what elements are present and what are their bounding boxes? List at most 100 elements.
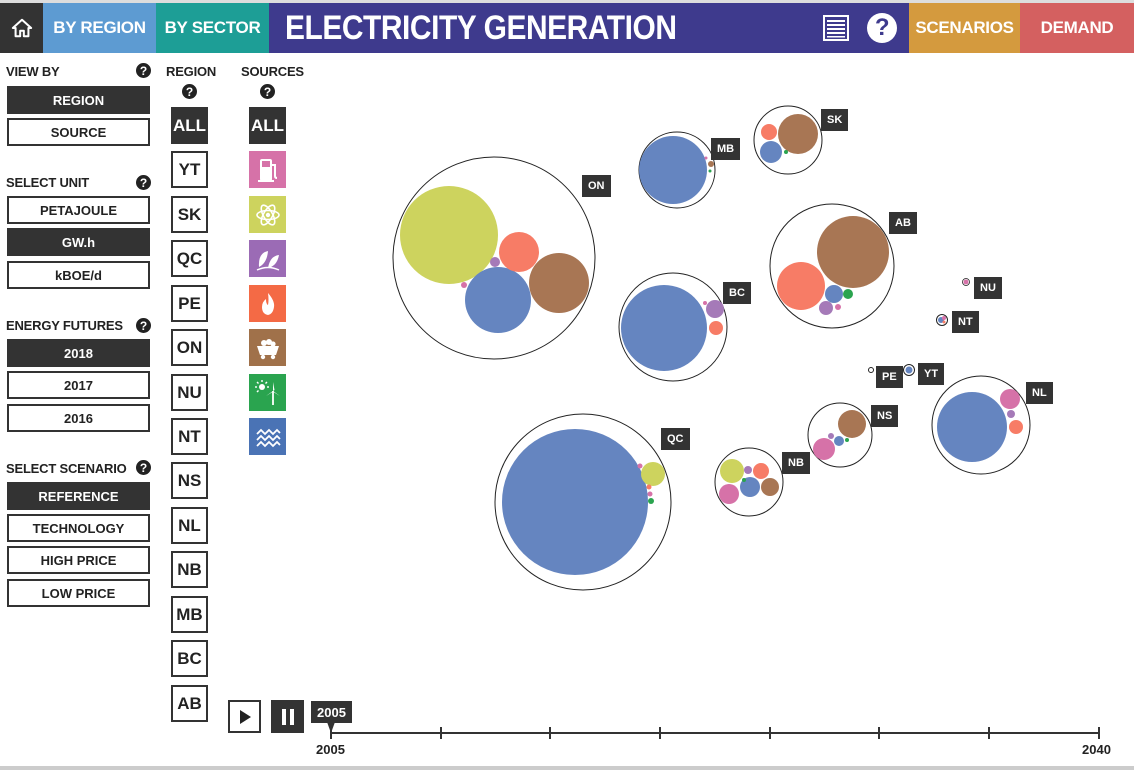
region-bubble-nb[interactable]	[714, 447, 784, 517]
region-bubble-ab[interactable]	[769, 203, 895, 329]
bubble-hydro	[502, 429, 648, 575]
play-button[interactable]	[228, 700, 261, 733]
scenario-reference-option[interactable]: REFERENCE	[7, 482, 150, 510]
menu-icon[interactable]	[823, 15, 849, 41]
demand-button[interactable]: DEMAND	[1020, 3, 1134, 53]
by-sector-button[interactable]: BY SECTOR	[156, 3, 269, 53]
page-title: ELECTRICITY GENERATION	[285, 8, 677, 47]
region-bubble-yt[interactable]	[903, 364, 915, 376]
view-by-help-icon[interactable]: ?	[136, 63, 151, 78]
source-gas-button[interactable]	[249, 285, 286, 322]
bubble-coal	[529, 253, 589, 313]
bubble-gas	[499, 232, 539, 272]
sources-filter-label: SOURCES	[241, 64, 304, 79]
region-label-nl[interactable]: NL	[1026, 382, 1053, 404]
unit-help-icon[interactable]: ?	[136, 175, 151, 190]
source-nuclear-button[interactable]	[249, 196, 286, 233]
timeline-axis[interactable]	[327, 722, 1100, 739]
region-label-ns[interactable]: NS	[871, 405, 899, 427]
region-filter-label: REGION	[166, 64, 217, 79]
scenarios-button[interactable]: SCENARIOS	[909, 3, 1020, 53]
source-all-button[interactable]: ALL	[249, 107, 286, 144]
bubble-hydro	[465, 267, 531, 333]
bubble-nuclear	[400, 186, 498, 284]
region-bubble-ns[interactable]	[807, 402, 873, 468]
region-label-nu[interactable]: NU	[974, 277, 1002, 299]
home-button[interactable]	[0, 3, 43, 53]
region-bubble-nt[interactable]	[936, 314, 948, 326]
futures-2018-option[interactable]: 2018	[7, 339, 150, 367]
region-label-pe[interactable]: PE	[876, 366, 903, 388]
region-bubble-bc[interactable]	[618, 272, 728, 382]
scenario-technology-option[interactable]: TECHNOLOGY	[7, 514, 150, 542]
region-bubble-pe[interactable]	[868, 367, 874, 373]
region-bubble-qc[interactable]	[494, 413, 672, 591]
region-filter-bc[interactable]: BC	[171, 640, 208, 677]
select-unit-label: SELECT UNIT	[6, 175, 90, 190]
region-filter-mb[interactable]: MB	[171, 596, 208, 633]
timeline-end-label: 2040	[1082, 742, 1111, 757]
region-label-ab[interactable]: AB	[889, 212, 917, 234]
region-bubble-on[interactable]	[392, 156, 596, 360]
region-filter-nu[interactable]: NU	[171, 374, 208, 411]
source-oil-button[interactable]	[249, 151, 286, 188]
source-biomass-button[interactable]	[249, 240, 286, 277]
region-filter-pe[interactable]: PE	[171, 285, 208, 322]
region-filter-help-icon[interactable]: ?	[182, 84, 197, 99]
region-filter-nl[interactable]: NL	[171, 507, 208, 544]
source-hydro-button[interactable]	[249, 418, 286, 455]
view-by-source-option[interactable]: SOURCE	[7, 118, 150, 146]
unit-gwh-option[interactable]: GW.h	[7, 228, 150, 256]
region-label-yt[interactable]: YT	[918, 363, 945, 385]
scenarios-label: SCENARIOS	[915, 18, 1014, 37]
scenario-low-price-option[interactable]: LOW PRICE	[7, 579, 150, 607]
unit-petajoule-option[interactable]: PETAJOULE	[7, 196, 150, 224]
futures-help-icon[interactable]: ?	[136, 318, 151, 333]
sources-filter-help-icon[interactable]: ?	[260, 84, 275, 99]
bubble-biomass	[490, 257, 500, 267]
region-label-nt[interactable]: NT	[952, 311, 979, 333]
region-filter-sk[interactable]: SK	[171, 196, 208, 233]
region-label-nb[interactable]: NB	[782, 452, 810, 474]
region-filter-nb[interactable]: NB	[171, 551, 208, 588]
region-bubble-nl[interactable]	[931, 375, 1031, 475]
play-icon	[239, 709, 251, 724]
scenario-help-icon[interactable]: ?	[136, 460, 151, 475]
region-bubble-sk[interactable]	[753, 105, 823, 175]
bubble-nuclear	[641, 462, 665, 486]
scenario-high-price-option[interactable]: HIGH PRICE	[7, 546, 150, 574]
region-label-on[interactable]: ON	[582, 175, 611, 197]
solar-wind-icon	[254, 379, 280, 405]
by-region-label: BY REGION	[53, 18, 146, 37]
help-icon[interactable]: ?	[867, 13, 897, 43]
region-filter-qc[interactable]: QC	[171, 240, 208, 277]
region-bubble-mb[interactable]	[638, 131, 716, 209]
source-solar-wind-button[interactable]	[249, 374, 286, 411]
view-by-label: VIEW BY	[6, 64, 60, 79]
region-filter-on[interactable]: ON	[171, 329, 208, 366]
atom-icon	[255, 203, 280, 226]
region-label-sk[interactable]: SK	[821, 109, 849, 131]
futures-2017-option[interactable]: 2017	[7, 371, 150, 399]
futures-2016-option[interactable]: 2016	[7, 404, 150, 432]
source-coal-button[interactable]	[249, 329, 286, 366]
unit-kboed-option[interactable]: kBOE/d	[7, 261, 150, 289]
flame-icon	[261, 292, 274, 315]
region-label-mb[interactable]: MB	[711, 138, 741, 160]
region-bubble-nu[interactable]	[962, 278, 970, 286]
home-icon	[11, 18, 32, 38]
region-filter-yt[interactable]: YT	[171, 151, 208, 188]
region-filter-nt[interactable]: NT	[171, 418, 208, 455]
region-filter-all[interactable]: ALL	[171, 107, 208, 144]
bubble-oil	[461, 282, 467, 288]
region-filter-ab[interactable]: AB	[171, 685, 208, 722]
region-label-bc[interactable]: BC	[723, 282, 751, 304]
leaf-icon	[256, 250, 279, 271]
water-waves-icon	[255, 428, 281, 447]
by-region-button[interactable]: BY REGION	[43, 3, 156, 53]
pause-button[interactable]	[271, 700, 304, 733]
region-label-qc[interactable]: QC	[661, 428, 690, 450]
view-by-region-option[interactable]: REGION	[7, 86, 150, 114]
region-filter-ns[interactable]: NS	[171, 462, 208, 499]
